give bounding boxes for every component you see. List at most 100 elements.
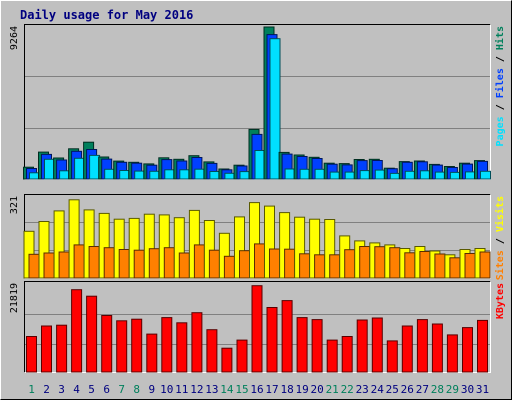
bar-pages-day-5 <box>89 154 101 180</box>
bar-sites-day-31 <box>479 251 491 279</box>
bar-pages-day-2 <box>44 158 55 180</box>
x-tick-label-day-29: 29 <box>446 383 459 396</box>
bar-kbytes-day-23 <box>356 319 368 373</box>
y-max-label: 9264 <box>9 26 20 50</box>
bar-sites-day-9 <box>148 248 160 279</box>
bar-pages-day-11 <box>179 169 191 180</box>
x-tick-label-day-8: 8 <box>133 383 140 396</box>
bar-sites-day-29 <box>449 257 461 279</box>
legend-visits-sites: Sites / Visits <box>494 196 506 280</box>
bar-kbytes-day-25 <box>386 340 398 373</box>
bar-kbytes-day-22 <box>341 336 353 373</box>
bar-sites-day-5 <box>88 246 100 279</box>
bar-sites-day-24 <box>374 246 386 279</box>
x-tick-label-day-31: 31 <box>476 383 489 396</box>
x-tick-label-day-24: 24 <box>371 383 385 396</box>
x-tick-label-day-21: 21 <box>326 383 339 396</box>
bar-sites-day-26 <box>404 252 416 279</box>
legend-hits-files-pages: Pages / Files / Hits <box>494 26 506 146</box>
bar-sites-day-17 <box>269 248 280 279</box>
x-tick-label-day-18: 18 <box>280 383 293 396</box>
x-tick-label-day-30: 30 <box>461 383 474 396</box>
x-tick-label-day-27: 27 <box>416 383 429 396</box>
bar-kbytes-day-13 <box>206 329 218 373</box>
x-tick-label-day-20: 20 <box>310 383 323 396</box>
x-tick-label-day-22: 22 <box>341 383 354 396</box>
bar-pages-day-23 <box>359 170 371 180</box>
x-axis-day-labels: 1 2 3 4 5 6 7 8 9 10 11 12 13 14 15 16 17 18 19 20 21 22 23 24 2… <box>28 383 489 396</box>
bar-sites-day-12 <box>193 244 205 279</box>
x-tick-label-day-16: 16 <box>250 383 263 396</box>
bar-sites-day-18 <box>284 248 296 279</box>
legend-entry-visits: Visits <box>494 196 506 232</box>
bar-kbytes-day-15 <box>236 339 248 373</box>
bar-sites-day-20 <box>314 254 326 279</box>
bar-pages-day-14 <box>224 172 236 180</box>
bar-kbytes-day-20 <box>311 319 323 373</box>
bar-pages-day-20 <box>314 168 326 180</box>
x-tick-label-day-7: 7 <box>118 383 125 396</box>
bar-kbytes-day-5 <box>86 295 98 373</box>
legend-entry-kbytes: KBytes <box>495 283 506 319</box>
bar-kbytes-day-7 <box>116 320 128 373</box>
bar-sites-day-11 <box>178 252 190 279</box>
bar-kbytes-day-30 <box>462 327 473 373</box>
x-tick-label-day-14: 14 <box>220 383 234 396</box>
bar-kbytes-day-21 <box>326 339 338 373</box>
x-tick-label-day-12: 12 <box>190 383 203 396</box>
legend-entry-sites: Sites <box>494 250 506 280</box>
x-tick-label-day-11: 11 <box>175 383 188 396</box>
bar-sites-day-27 <box>419 251 431 279</box>
bar-kbytes-day-12 <box>191 312 203 373</box>
x-tick-label-day-28: 28 <box>431 383 444 396</box>
x-tick-label-day-2: 2 <box>43 383 50 396</box>
legend-entry-pages: Pages <box>495 116 506 146</box>
x-tick-label-day-15: 15 <box>235 383 248 396</box>
bar-kbytes-day-14 <box>221 347 233 373</box>
bar-kbytes-day-9 <box>146 333 158 373</box>
bar-kbytes-day-27 <box>416 319 428 373</box>
x-tick-label-day-1: 1 <box>28 383 35 396</box>
legend-entry-sep: / <box>495 232 506 250</box>
bar-sites-day-8 <box>133 249 145 279</box>
x-tick-label-day-17: 17 <box>265 383 278 396</box>
panel-kbytes: 21819 KBytes <box>9 281 506 373</box>
x-tick-label-day-6: 6 <box>103 383 110 396</box>
bar-pages-day-29 <box>449 171 461 180</box>
bar-kbytes-day-8 <box>131 318 143 373</box>
bar-pages-day-8 <box>134 170 146 180</box>
bar-kbytes-day-11 <box>176 322 188 373</box>
x-tick-label-day-10: 10 <box>160 383 173 396</box>
bar-kbytes-day-2 <box>41 325 52 373</box>
bar-kbytes-day-19 <box>296 317 308 373</box>
x-tick-label-day-23: 23 <box>356 383 369 396</box>
bar-kbytes-day-1 <box>26 336 37 373</box>
bar-sites-day-6 <box>103 247 115 279</box>
bar-kbytes-day-10 <box>161 317 173 373</box>
bar-kbytes-day-16 <box>251 285 263 373</box>
x-tick-label-day-26: 26 <box>401 383 414 396</box>
bar-sites-day-15 <box>239 250 250 279</box>
bar-sites-day-28 <box>434 253 446 279</box>
panel-visits-sites: 321 Sites / Visits <box>9 194 506 280</box>
x-tick-label-day-4: 4 <box>73 383 80 396</box>
bar-sites-day-3 <box>58 251 70 279</box>
bar-kbytes-day-3 <box>56 324 68 373</box>
bar-sites-day-1 <box>28 253 40 279</box>
x-tick-label-day-5: 5 <box>88 383 95 396</box>
bar-kbytes-day-26 <box>401 325 413 373</box>
bar-pages-day-26 <box>404 170 416 180</box>
legend-entry-hits: Hits <box>494 26 506 50</box>
x-tick-label-day-3: 3 <box>58 383 65 396</box>
plot-border-shadow <box>24 281 491 373</box>
bar-kbytes-day-18 <box>281 300 293 373</box>
bar-sites-day-19 <box>299 253 311 279</box>
bar-sites-day-16 <box>254 243 265 279</box>
bar-sites-day-22 <box>344 249 356 279</box>
bar-kbytes-day-24 <box>371 317 383 373</box>
chart-panels: 9264 Pages / Files / Hits 321 Sites / Visit… <box>9 24 506 373</box>
panel-hits-files-pages: 9264 Pages / Files / Hits <box>9 24 506 180</box>
chart-title: Daily usage for May 2016 <box>20 8 193 22</box>
